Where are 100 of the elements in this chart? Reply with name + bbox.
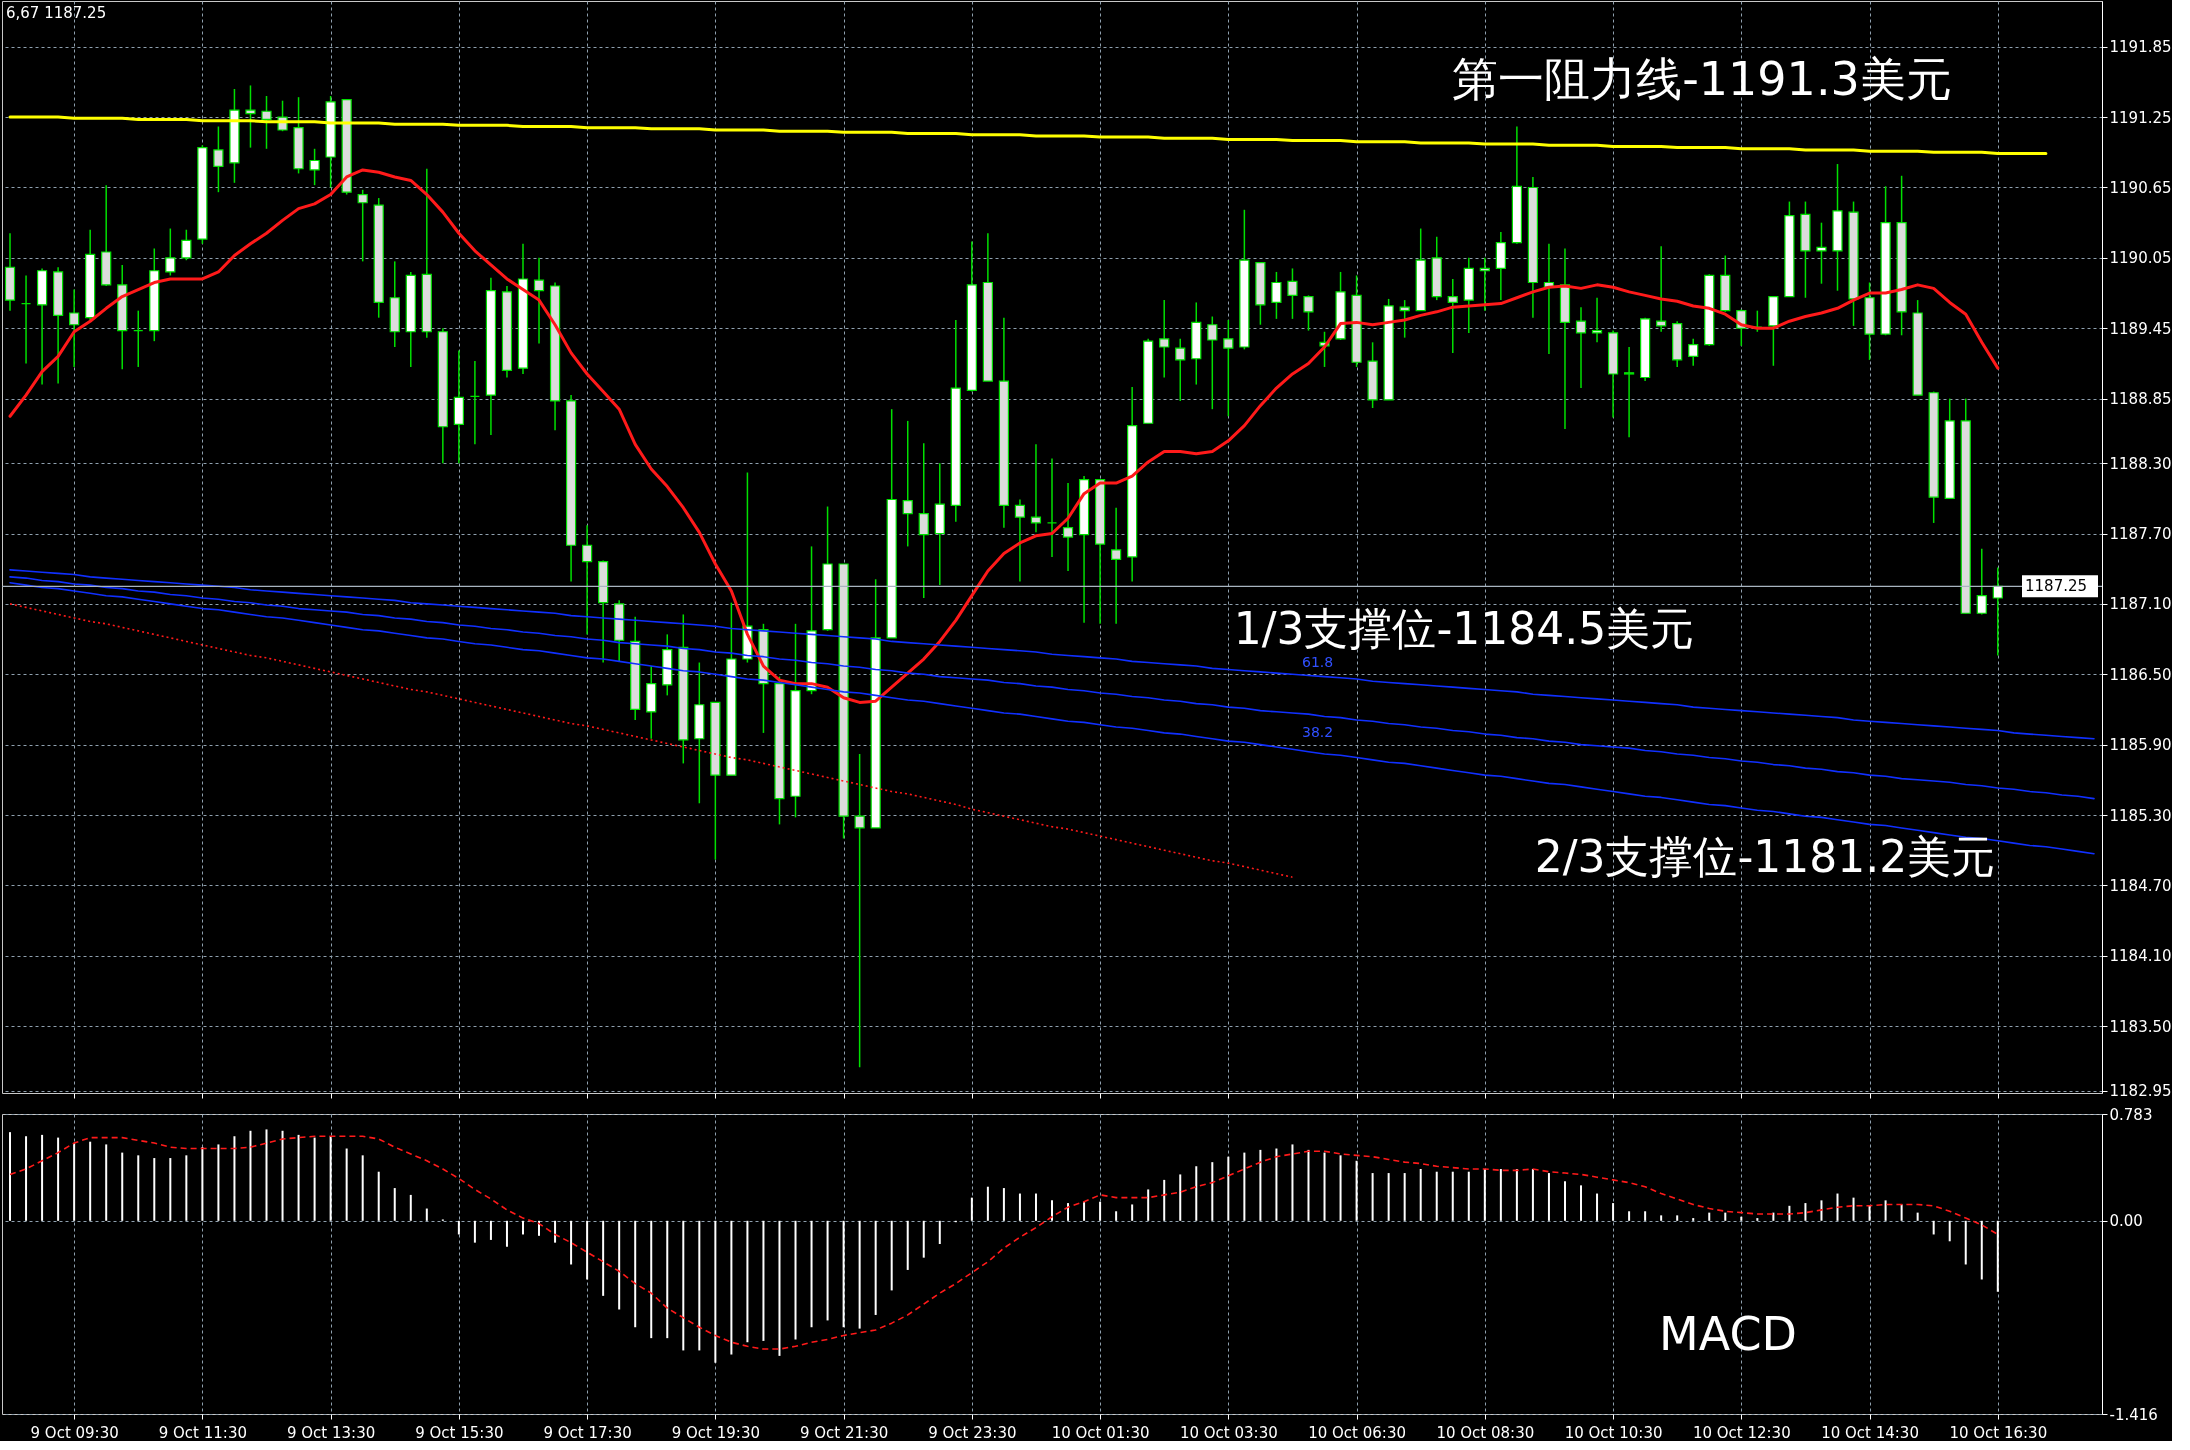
bar: [1804, 1203, 1807, 1221]
y-tick-label: 1187.70: [2109, 525, 2172, 544]
bar: [1083, 1201, 1086, 1221]
bar: [1884, 1200, 1887, 1221]
bar: [489, 1220, 492, 1240]
candlestick: [1992, 566, 2003, 657]
bar: [1403, 1173, 1406, 1221]
bar: [650, 1220, 653, 1339]
y-tick-label: 1182.95: [2109, 1082, 2172, 1101]
bar: [265, 1129, 268, 1221]
bar: [634, 1220, 637, 1328]
annotation: 第一阻力线-1191.3美元: [1452, 52, 1952, 106]
bar: [1467, 1171, 1470, 1221]
bar: [1660, 1215, 1663, 1221]
candlestick: [181, 228, 192, 261]
bar: [1419, 1168, 1422, 1221]
candlestick: [261, 95, 272, 150]
bar: [682, 1220, 685, 1351]
x-tick-label: 9 Oct 19:30: [671, 1423, 760, 1442]
bar: [1451, 1171, 1454, 1221]
candlestick: [1976, 548, 1987, 616]
y-tick-label: 1186.50: [2109, 665, 2172, 684]
candlestick: [213, 125, 224, 193]
candlestick: [1399, 299, 1410, 339]
bar: [586, 1220, 589, 1280]
bar: [810, 1220, 813, 1328]
annotation: 38.2: [1302, 724, 1334, 740]
bar: [105, 1144, 108, 1221]
y-tick-label: 1184.70: [2109, 876, 2172, 895]
candlestick: [1575, 306, 1587, 389]
bar: [1323, 1152, 1326, 1221]
candlestick: [533, 257, 545, 345]
bar: [169, 1158, 172, 1221]
y-tick-label: 1190.05: [2109, 249, 2172, 268]
bar: [762, 1220, 765, 1341]
candlestick: [918, 442, 929, 599]
bar: [201, 1147, 204, 1221]
bar: [1596, 1193, 1599, 1221]
bar: [794, 1220, 797, 1340]
bar: [57, 1137, 60, 1221]
candlestick: [245, 84, 256, 149]
candlestick: [1591, 297, 1603, 344]
bar: [329, 1136, 332, 1221]
ref-line-label: 1187.25: [2025, 577, 2088, 596]
bar: [1291, 1144, 1294, 1221]
bar: [153, 1158, 156, 1221]
candlestick: [854, 753, 865, 1068]
bar: [1131, 1204, 1134, 1221]
y-tick-label: 0.00: [2109, 1212, 2143, 1231]
bar: [906, 1220, 909, 1270]
bar: [1355, 1160, 1358, 1221]
bar: [425, 1208, 428, 1221]
bar: [1676, 1215, 1679, 1221]
bar: [457, 1220, 460, 1235]
bar: [1756, 1218, 1759, 1221]
bar: [1275, 1148, 1278, 1221]
bar: [1563, 1181, 1566, 1221]
y-tick-label: 1188.30: [2109, 454, 2172, 473]
line-series: [9, 576, 2095, 800]
candlestick: [165, 227, 176, 277]
bar: [778, 1220, 781, 1356]
x-tick-label: 9 Oct 15:30: [415, 1423, 504, 1442]
candlestick: [1816, 221, 1827, 285]
bar: [1628, 1211, 1631, 1221]
x-tick-label: 10 Oct 16:30: [1949, 1423, 2048, 1442]
bar: [505, 1220, 508, 1247]
y-tick-label: 1184.10: [2109, 947, 2172, 966]
bar: [1339, 1155, 1342, 1221]
bar: [1018, 1193, 1021, 1221]
bar: [1900, 1204, 1903, 1221]
annotation: 6,67 1187.25: [6, 4, 107, 22]
bar: [521, 1220, 524, 1235]
candlestick: [1175, 338, 1186, 402]
bar: [1371, 1173, 1374, 1221]
candlestick: [582, 524, 593, 636]
bar: [1002, 1188, 1005, 1221]
bar: [554, 1220, 557, 1243]
x-tick-label: 9 Oct 09:30: [30, 1423, 119, 1442]
y-tick-label: 1187.10: [2109, 595, 2172, 614]
bar: [1147, 1189, 1150, 1221]
bar: [377, 1171, 380, 1221]
candlestick: [1303, 294, 1314, 332]
bar: [1259, 1149, 1262, 1221]
bar: [1499, 1168, 1502, 1221]
bar: [1067, 1203, 1070, 1221]
y-tick-label: 1191.25: [2109, 108, 2172, 127]
bar: [1483, 1168, 1486, 1221]
bar: [986, 1186, 989, 1221]
bar: [121, 1152, 124, 1221]
y-tick-label: 1183.50: [2109, 1017, 2172, 1036]
bar: [137, 1155, 140, 1221]
bar: [1836, 1193, 1839, 1221]
x-tick-label: 9 Oct 13:30: [287, 1423, 376, 1442]
bar: [746, 1220, 749, 1343]
x-tick-label: 9 Oct 17:30: [543, 1423, 632, 1442]
y-tick-label: 0.783: [2109, 1105, 2153, 1124]
bar: [602, 1220, 605, 1296]
candlestick: [1062, 482, 1074, 572]
bar: [1243, 1152, 1246, 1221]
bar: [538, 1220, 541, 1236]
